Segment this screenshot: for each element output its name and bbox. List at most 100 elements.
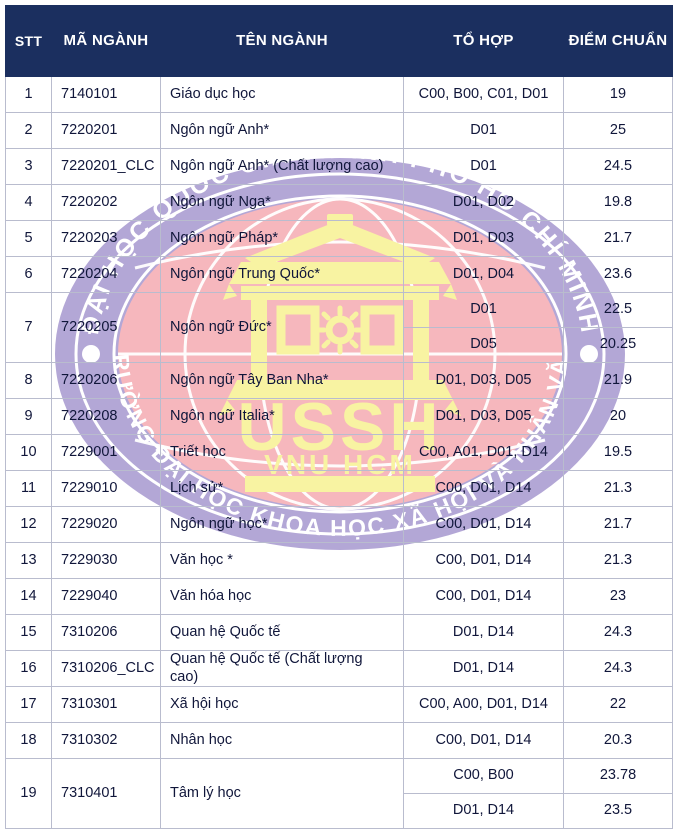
cell-benchmark-score: 19.8	[563, 184, 673, 221]
cell-stt: 7	[5, 292, 52, 363]
header-row: STT MÃ NGÀNH TÊN NGÀNH TỔ HỢP ĐIỂM CHUẨN	[5, 5, 673, 77]
cell-stt: 18	[5, 722, 52, 759]
cell-subject-combination: C00, D01, D14	[403, 506, 564, 543]
cell-subject-combination: C00, D01, D14	[403, 578, 564, 615]
cell-benchmark-score: 20	[563, 398, 673, 435]
cell-subject-combination: C00, D01, D14	[403, 722, 564, 759]
cell-major-name: Ngôn ngữ Nga*	[160, 184, 404, 221]
cell-major-code: 7229001	[51, 434, 161, 471]
cell-major-name: Ngôn ngữ Pháp*	[160, 220, 404, 257]
cell-subject-combination: D01, D14	[403, 793, 564, 829]
cell-benchmark-score: 23	[563, 578, 673, 615]
cell-benchmark-score: 21.3	[563, 470, 673, 507]
cell-stt: 4	[5, 184, 52, 221]
cell-benchmark-score: 23.78	[563, 758, 673, 794]
cell-major-name: Ngôn ngữ Đức*	[160, 292, 404, 363]
cell-major-code: 7140101	[51, 76, 161, 113]
cell-benchmark-score: 25	[563, 112, 673, 149]
cell-subject-combination: C00, A01, D01, D14	[403, 434, 564, 471]
cell-stt: 6	[5, 256, 52, 293]
cell-major-code: 7310401	[51, 758, 161, 829]
cell-subject-combination: D05	[403, 327, 564, 363]
table-row: 3 7220201_CLC Ngôn ngữ Anh* (Chất lượng ca…	[5, 148, 673, 185]
cell-major-name: Nhân học	[160, 722, 404, 759]
cell-major-name: Xã hội học	[160, 686, 404, 723]
cell-subject-combination: C00, B00, C01, D01	[403, 76, 564, 113]
cell-benchmark-score: 21.7	[563, 220, 673, 257]
table-row: 4 7220202 Ngôn ngữ Nga* D01, D02 19.8	[5, 184, 673, 221]
cell-benchmark-score: 24.5	[563, 148, 673, 185]
cell-major-name: Giáo dục học	[160, 76, 404, 113]
table-row: 9 7220208 Ngôn ngữ Italia* D01, D03, D05 20	[5, 398, 673, 435]
cell-major-code: 7229020	[51, 506, 161, 543]
table-row: 1 7140101 Giáo dục học C00, B00, C01, D01 19	[5, 76, 673, 113]
cell-major-code: 7220206	[51, 362, 161, 399]
cell-stt: 17	[5, 686, 52, 723]
column-header-comb: TỔ HỢP	[403, 5, 564, 77]
cell-major-code: 7229030	[51, 542, 161, 579]
table-row: 16 7310206_CLC Quan hệ Quốc tế (Chất lượng…	[5, 650, 673, 687]
cell-major-code: 7310206	[51, 614, 161, 651]
admission-scores-table-wrap: STT MÃ NGÀNH TÊN NGÀNH TỔ HỢP ĐIỂM CHUẨN…	[5, 5, 673, 829]
cell-subject-combination: D01, D03	[403, 220, 564, 257]
cell-benchmark-score: 23.5	[563, 793, 673, 829]
table-row: 2 7220201 Ngôn ngữ Anh* D01 25	[5, 112, 673, 149]
table-row: 7 7220205 Ngôn ngữ Đức* D01 22.5	[5, 292, 673, 363]
cell-major-code: 7220208	[51, 398, 161, 435]
admission-scores-table: STT MÃ NGÀNH TÊN NGÀNH TỔ HỢP ĐIỂM CHUẨN…	[5, 5, 673, 829]
cell-major-name: Ngôn ngữ Anh*	[160, 112, 404, 149]
cell-major-name: Văn hóa học	[160, 578, 404, 615]
cell-subject-combination: D01, D14	[403, 650, 564, 687]
cell-major-name: Tâm lý học	[160, 758, 404, 829]
cell-major-name: Văn học *	[160, 542, 404, 579]
cell-subject-combination: D01, D04	[403, 256, 564, 293]
cell-stt: 16	[5, 650, 52, 687]
cell-major-code: 7310302	[51, 722, 161, 759]
cell-subject-combination: C00, D01, D14	[403, 470, 564, 507]
cell-major-code: 7220204	[51, 256, 161, 293]
cell-major-name: Ngôn ngữ Trung Quốc*	[160, 256, 404, 293]
cell-major-name: Lịch sử*	[160, 470, 404, 507]
cell-subject-combination: D01, D14	[403, 614, 564, 651]
cell-major-name: Ngôn ngữ Tây Ban Nha*	[160, 362, 404, 399]
cell-subject-combination: D01, D02	[403, 184, 564, 221]
cell-benchmark-score: 19	[563, 76, 673, 113]
cell-benchmark-score: 21.7	[563, 506, 673, 543]
cell-major-name: Quan hệ Quốc tế (Chất lượng cao)	[160, 650, 404, 687]
column-header-stt: STT	[5, 5, 52, 77]
cell-subject-combination: C00, B00	[403, 758, 564, 794]
cell-major-name: Ngôn ngữ Anh* (Chất lượng cao)	[160, 148, 404, 185]
cell-benchmark-score: 20.25	[563, 327, 673, 363]
cell-major-code: 7220202	[51, 184, 161, 221]
cell-stt: 1	[5, 76, 52, 113]
cell-subject-combination: D01	[403, 148, 564, 185]
cell-benchmark-score: 22.5	[563, 292, 673, 328]
cell-benchmark-score: 23.6	[563, 256, 673, 293]
table-row: 15 7310206 Quan hệ Quốc tế D01, D14 24.3	[5, 614, 673, 651]
column-header-score: ĐIỂM CHUẨN	[563, 5, 673, 77]
cell-subject-combination: D01	[403, 112, 564, 149]
cell-benchmark-score: 21.9	[563, 362, 673, 399]
cell-stt: 8	[5, 362, 52, 399]
table-body: 1 7140101 Giáo dục học C00, B00, C01, D01 19…	[5, 76, 673, 829]
cell-stt: 10	[5, 434, 52, 471]
table-row: 11 7229010 Lịch sử* C00, D01, D14 21.3	[5, 470, 673, 507]
table-row: 8 7220206 Ngôn ngữ Tây Ban Nha* D01, D03, D…	[5, 362, 673, 399]
cell-benchmark-score: 21.3	[563, 542, 673, 579]
cell-stt: 5	[5, 220, 52, 257]
table-row: 14 7229040 Văn hóa học C00, D01, D14 23	[5, 578, 673, 615]
table-row: 6 7220204 Ngôn ngữ Trung Quốc* D01, D04 23.6	[5, 256, 673, 293]
cell-major-name: Ngôn ngữ Italia*	[160, 398, 404, 435]
cell-benchmark-score: 19.5	[563, 434, 673, 471]
cell-stt: 9	[5, 398, 52, 435]
cell-major-name: Triết học	[160, 434, 404, 471]
cell-stt: 14	[5, 578, 52, 615]
table-row: 19 7310401 Tâm lý học C00, B00 23.78	[5, 758, 673, 829]
table-row: 13 7229030 Văn học * C00, D01, D14 21.3	[5, 542, 673, 579]
cell-major-code: 7220201	[51, 112, 161, 149]
cell-major-code: 7229040	[51, 578, 161, 615]
screenshot-root: ĐẠI HỌC QUỐC GIA THÀNH PHỐ HỒ CHÍ MINH T…	[5, 5, 673, 829]
table-header: STT MÃ NGÀNH TÊN NGÀNH TỔ HỢP ĐIỂM CHUẨN	[5, 5, 673, 77]
cell-benchmark-score: 22	[563, 686, 673, 723]
cell-major-name: Quan hệ Quốc tế	[160, 614, 404, 651]
